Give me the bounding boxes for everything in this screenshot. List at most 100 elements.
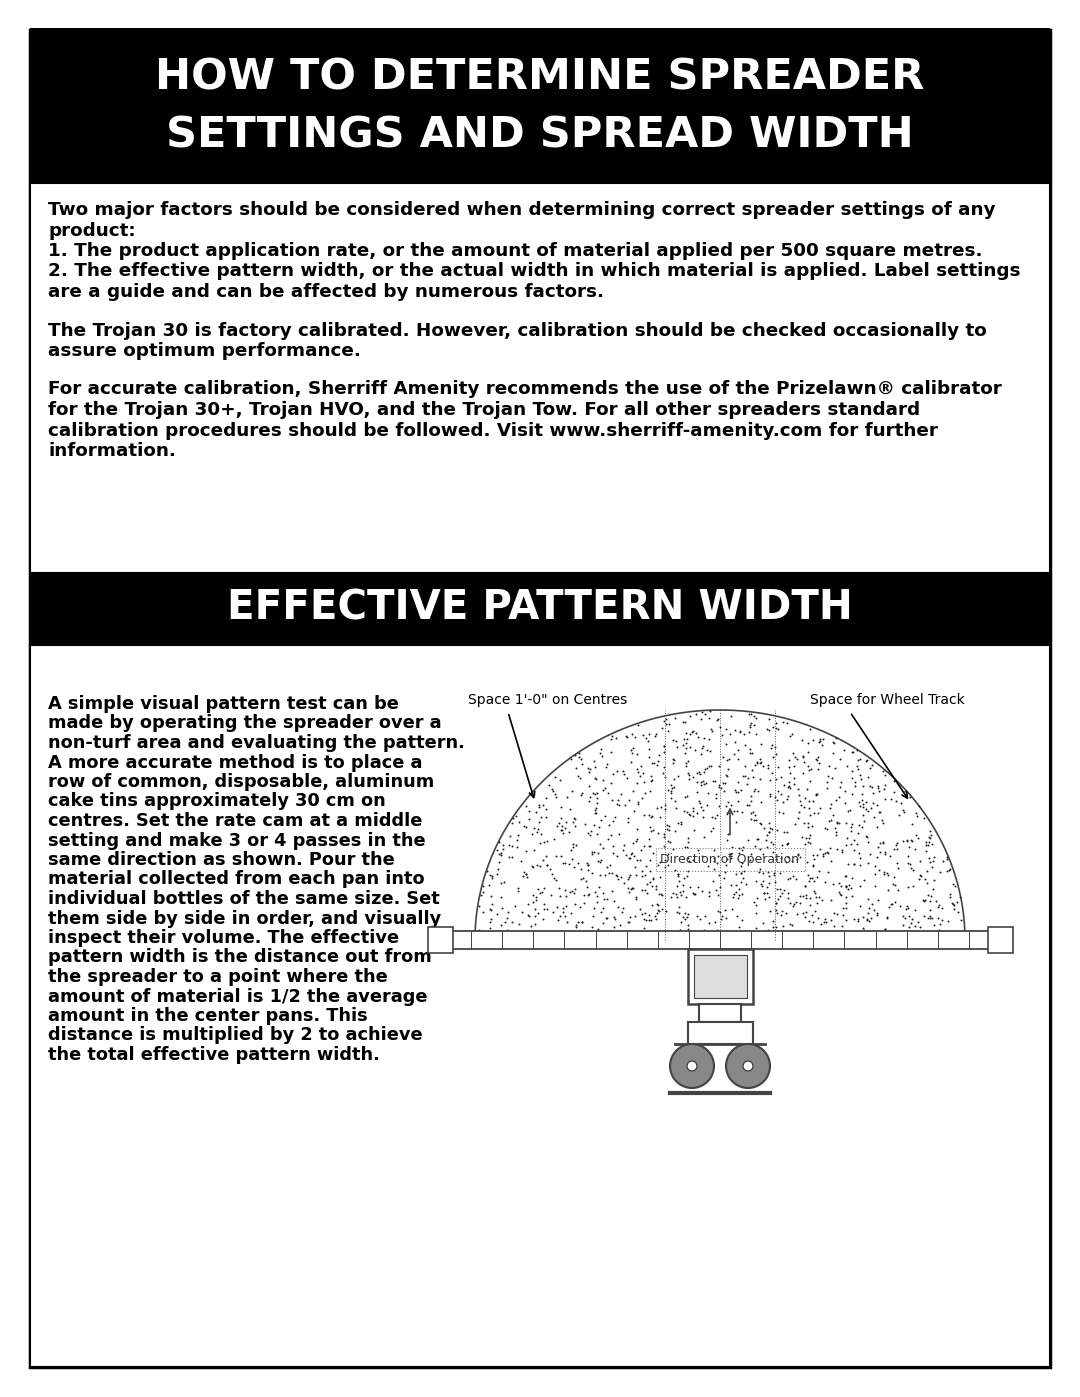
Point	[845, 742, 862, 764]
Point	[737, 766, 754, 788]
Point	[578, 869, 595, 891]
Point	[929, 907, 946, 929]
Bar	[699, 1004, 741, 1023]
Point	[853, 816, 870, 838]
Point	[860, 897, 877, 919]
Point	[692, 796, 710, 819]
Point	[662, 830, 679, 852]
Point	[828, 904, 846, 926]
Point	[877, 918, 894, 940]
Point	[868, 902, 886, 925]
Point	[667, 796, 685, 819]
Point	[769, 877, 786, 900]
Point	[903, 912, 920, 935]
Point	[732, 870, 750, 893]
Point	[854, 803, 872, 826]
Point	[681, 736, 699, 759]
Point	[552, 845, 569, 868]
Point	[586, 767, 604, 789]
Point	[801, 866, 819, 888]
Point	[775, 774, 793, 796]
Point	[785, 742, 802, 764]
Point	[899, 830, 916, 852]
Point	[544, 901, 562, 923]
Point	[746, 778, 764, 800]
Point	[631, 849, 648, 872]
Point	[855, 919, 873, 942]
Point	[733, 852, 751, 875]
Point	[532, 806, 550, 828]
Point	[773, 882, 791, 904]
Point	[599, 781, 617, 803]
Point	[640, 835, 658, 858]
Point	[498, 918, 515, 940]
Point	[635, 803, 652, 826]
Point	[657, 798, 674, 820]
Point	[531, 925, 549, 947]
Point	[554, 852, 571, 875]
Point	[640, 738, 658, 760]
Point	[849, 833, 866, 855]
Point	[794, 729, 811, 752]
Point	[507, 895, 524, 918]
Point	[570, 742, 588, 764]
Point	[900, 852, 917, 875]
Text: pattern width is the distance out from: pattern width is the distance out from	[48, 949, 432, 967]
Point	[765, 841, 782, 863]
Point	[768, 717, 785, 739]
Point	[711, 774, 728, 796]
Point	[623, 842, 640, 865]
Point	[854, 907, 872, 929]
Point	[854, 775, 872, 798]
Point	[800, 909, 818, 932]
Point	[741, 793, 758, 816]
Point	[605, 916, 622, 939]
Point	[660, 778, 677, 800]
Point	[800, 759, 818, 781]
Point	[688, 721, 705, 743]
Point	[761, 817, 779, 840]
Point	[770, 887, 787, 909]
Point	[956, 923, 973, 946]
Point	[573, 781, 591, 803]
Point	[708, 852, 726, 875]
Point	[636, 879, 653, 901]
Point	[592, 738, 609, 760]
Point	[807, 886, 824, 908]
Point	[492, 842, 510, 865]
Point	[926, 869, 943, 891]
Point	[605, 905, 622, 928]
Point	[679, 902, 697, 925]
Point	[809, 802, 826, 824]
Point	[737, 735, 754, 757]
Point	[509, 830, 526, 852]
Point	[725, 886, 742, 908]
Point	[692, 708, 710, 731]
Point	[887, 873, 904, 895]
Text: the total effective pattern width.: the total effective pattern width.	[48, 1046, 380, 1065]
Point	[708, 708, 726, 731]
Point	[754, 862, 771, 884]
Point	[702, 718, 719, 740]
Point	[602, 728, 619, 750]
Point	[664, 747, 681, 770]
Point	[653, 884, 671, 907]
Point	[906, 898, 923, 921]
Point	[623, 742, 640, 764]
Point	[621, 866, 638, 888]
Point	[719, 823, 737, 845]
Point	[810, 759, 827, 781]
Point	[780, 756, 797, 778]
Point	[783, 722, 800, 745]
Point	[781, 868, 798, 890]
Point	[553, 795, 570, 817]
Point	[866, 875, 883, 897]
Point	[794, 884, 811, 907]
Point	[604, 842, 621, 865]
Point	[946, 894, 963, 916]
Point	[561, 821, 578, 844]
Point	[799, 732, 816, 754]
Point	[745, 780, 762, 802]
Text: them side by side in order, and visually: them side by side in order, and visually	[48, 909, 442, 928]
Point	[656, 756, 673, 778]
